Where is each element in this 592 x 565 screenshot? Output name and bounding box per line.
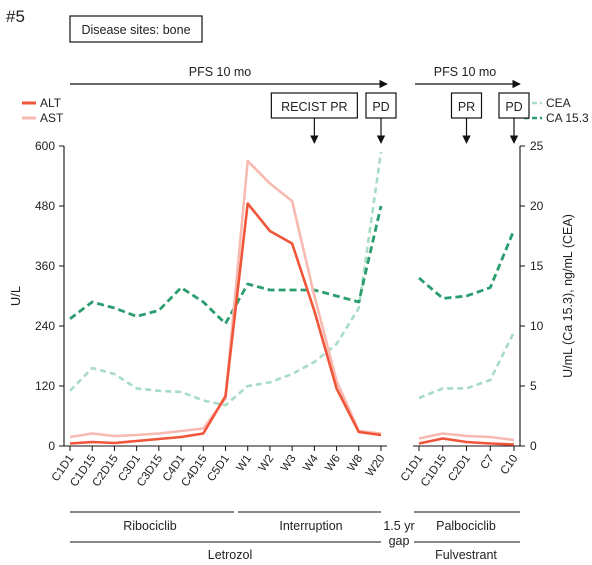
right-tick-label: 5 <box>530 379 537 393</box>
event-label: PD <box>505 100 522 114</box>
x-tick-label: W6 <box>323 453 343 474</box>
left-tick-label: 480 <box>35 199 55 213</box>
x-tick-label: W20 <box>364 453 387 479</box>
event-label: RECIST PR <box>281 100 347 114</box>
x-tick-label: C10 <box>499 453 521 477</box>
series-ast-line-panel-2 <box>418 432 515 442</box>
left-tick-label: 600 <box>35 139 55 153</box>
event-label: PD <box>372 100 389 114</box>
right-tick-label: 25 <box>530 139 544 153</box>
therapy-label-fulvestrant: Fulvestrant <box>435 548 497 562</box>
event-label: PR <box>458 100 475 114</box>
x-tick-label: C7 <box>478 453 496 472</box>
left-axis-title: U/L <box>8 286 23 306</box>
therapy-label-ribociclib: Ribociclib <box>123 519 177 533</box>
gap-label-line2: gap <box>389 534 410 548</box>
x-tick-label: C1D15 <box>419 453 449 489</box>
series-ca153-line-panel-2 <box>418 229 516 300</box>
right-tick-label: 15 <box>530 259 544 273</box>
right-tick-label: 10 <box>530 319 544 333</box>
left-tick-label: 120 <box>35 379 55 393</box>
event-markers: RECIST PR PD PR PD <box>270 92 530 144</box>
event-pr: PR <box>450 92 483 144</box>
x-tick-label: C5D1 <box>205 453 232 484</box>
series-cea-line-panel-2 <box>418 331 516 400</box>
figure-label: #5 <box>6 7 25 26</box>
right-tick-label: 20 <box>530 199 544 213</box>
x-tick-label: C2D1 <box>446 453 473 484</box>
disease-box <box>69 15 203 43</box>
legend-label-cea: CEA <box>546 96 571 110</box>
legend-label-ast: AST <box>40 111 64 125</box>
series-alt-line-panel-2 <box>418 437 515 446</box>
x-tick-label: W3 <box>279 453 299 474</box>
x-tick-label: W4 <box>301 452 321 474</box>
series-ca153-line-panel-1 <box>69 205 383 326</box>
therapy-label-palbociclib: Palbociclib <box>436 519 496 533</box>
left-tick-label: 240 <box>35 319 55 333</box>
series-cea-line-panel-1 <box>69 151 383 407</box>
event-pd: PD <box>365 92 397 144</box>
legend-label-ca153: CA 15.3 <box>546 111 589 125</box>
right-tick-label: 0 <box>530 439 537 453</box>
x-tick-label: W2 <box>257 453 277 474</box>
right-axis-title: U/mL (Ca 15.3), ng/mL (CEA) <box>561 214 575 378</box>
legend-right: CEA CA 15.3 <box>524 96 589 125</box>
pfs-label-2: PFS 10 mo <box>434 65 497 79</box>
left-tick-label: 360 <box>35 259 55 273</box>
gap-label-line1: 1.5 yr <box>383 519 414 533</box>
therapy-label-letrozol: Letrozol <box>208 548 252 562</box>
disease-box-text: Disease sites: bone <box>81 23 190 37</box>
legend-left: ALT AST <box>22 96 64 125</box>
event-box <box>450 92 483 119</box>
left-tick-label: 0 <box>48 439 55 453</box>
event-pd: PD <box>498 92 530 144</box>
x-tick-label: W1 <box>234 453 254 474</box>
pfs-label-1: PFS 10 mo <box>189 65 252 79</box>
therapy-label-interruption: Interruption <box>279 519 342 533</box>
right-axis-ticks: 0 5 10 15 20 25 <box>520 139 544 453</box>
x-tick-label: W8 <box>346 453 366 474</box>
event-recist-pr: RECIST PR <box>270 92 358 144</box>
event-box <box>270 92 358 119</box>
legend-label-alt: ALT <box>40 96 62 110</box>
left-axis-ticks: 0 120 240 360 480 600 <box>35 139 64 453</box>
series-alt-line-panel-1 <box>69 202 382 445</box>
series-layer <box>69 151 516 446</box>
